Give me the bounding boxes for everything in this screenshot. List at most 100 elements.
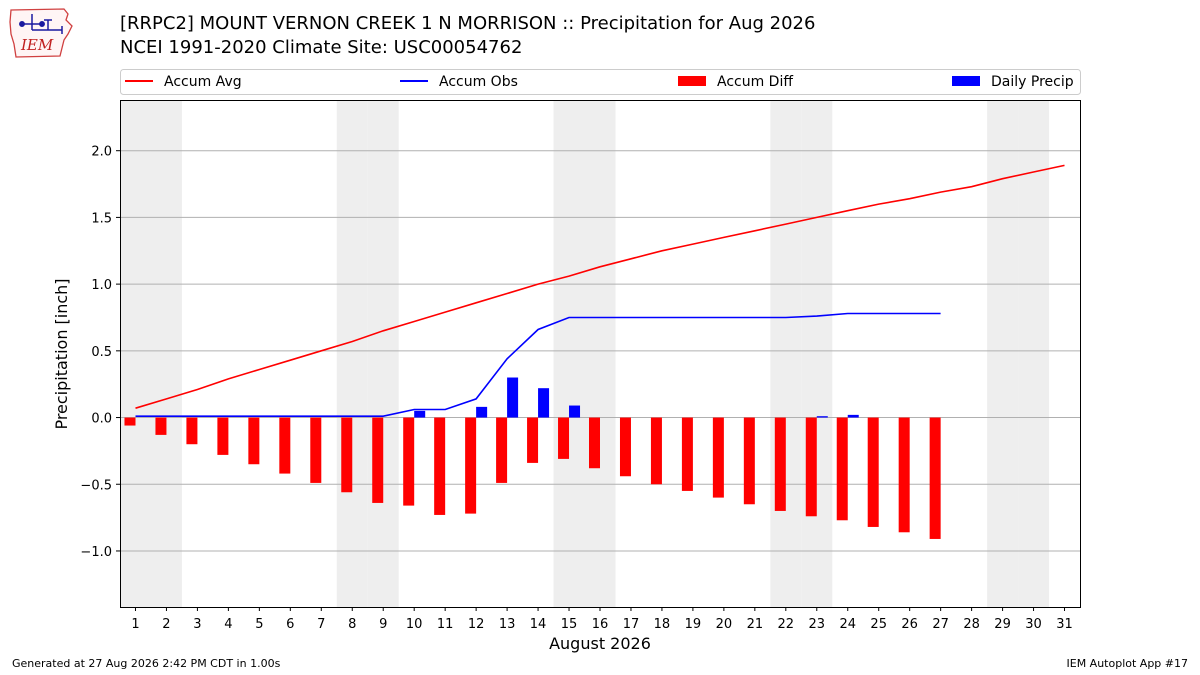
y-tick-label: 1.0 (91, 278, 112, 293)
accum-diff-bar (217, 417, 229, 455)
y-tick-label: 0.5 (91, 345, 112, 360)
weekend-band (367, 100, 399, 607)
accum-diff-bar (619, 417, 631, 477)
x-tick-label: 24 (839, 617, 856, 632)
x-tick-label: 26 (901, 617, 918, 632)
y-tick-label: −1.0 (80, 545, 112, 560)
x-tick-label: 11 (437, 617, 454, 632)
accum-diff-bar (836, 417, 848, 521)
y-tick-label: −0.5 (80, 478, 112, 493)
x-tick-label: 27 (932, 617, 949, 632)
legend-swatch (952, 76, 980, 86)
x-tick-label: 9 (379, 617, 387, 632)
accum-diff-bar (496, 417, 508, 483)
x-tick-label: 29 (994, 617, 1011, 632)
accum-diff-bar (403, 417, 415, 506)
accum-diff-bar (465, 417, 477, 514)
daily-precip-bar (569, 405, 581, 418)
weather-station-icon (19, 14, 63, 34)
x-tick-label: 3 (193, 617, 201, 632)
accum-avg-line (135, 164, 1065, 409)
accum-diff-bar (341, 417, 353, 493)
y-tick-label: 2.0 (91, 145, 112, 160)
x-tick-label: 15 (561, 617, 578, 632)
y-tick-label: 0.0 (91, 412, 112, 427)
weekend-shading (120, 100, 1050, 607)
x-tick-label: 22 (778, 617, 795, 632)
weekend-band (770, 100, 802, 607)
series-lines (135, 164, 1065, 418)
accum-diff-bar (155, 417, 167, 435)
accum-diff-bar (774, 417, 786, 511)
daily-precip-bar (414, 410, 426, 418)
x-tick-label: 13 (499, 617, 516, 632)
accum-diff-bar (186, 417, 198, 445)
weekend-band (120, 100, 151, 607)
x-tick-label: 25 (870, 617, 887, 632)
accum-diff-bar (898, 417, 910, 533)
bars (124, 377, 941, 539)
y-tick-label: 1.5 (91, 211, 112, 226)
x-tick-label: 16 (592, 617, 609, 632)
x-tick-label: 2 (162, 617, 170, 632)
accum-diff-bar (527, 417, 539, 463)
x-tick-label: 19 (685, 617, 702, 632)
chart-title: [RRPC2] MOUNT VERNON CREEK 1 N MORRISON … (120, 13, 816, 34)
axes: −1.0−0.50.00.51.01.52.01 2 3 4 5 6 7 8 9 10 11 12 13… (80, 145, 1072, 632)
x-tick-label: 31 (1056, 617, 1073, 632)
x-tick-label: 20 (716, 617, 733, 632)
accum-diff-bar (805, 417, 817, 517)
weekend-band (801, 100, 833, 607)
legend-box (120, 69, 1081, 95)
x-tick-label: 14 (530, 617, 547, 632)
accum-diff-bar (867, 417, 879, 527)
accum-diff-bar (681, 417, 693, 491)
accum-diff-bar (558, 417, 570, 459)
accum-diff-bar (310, 417, 322, 483)
legend-label: Accum Avg (164, 74, 242, 90)
x-tick-label: 7 (317, 617, 325, 632)
daily-precip-bar (476, 406, 488, 418)
iem-logo: IEM (9, 8, 73, 58)
accum-diff-bar (743, 417, 755, 505)
x-tick-label: 23 (809, 617, 826, 632)
x-tick-label: 4 (224, 617, 232, 632)
weekend-band (150, 100, 182, 607)
x-tick-label: 6 (286, 617, 294, 632)
legend-label: Accum Diff (717, 74, 793, 90)
weekend-band (1018, 100, 1050, 607)
accum-obs-line (135, 312, 941, 418)
x-axis-label: August 2026 (549, 634, 651, 653)
app-credit: IEM Autoplot App #17 (1066, 657, 1189, 670)
accum-diff-bar (372, 417, 384, 503)
accum-diff-bar (124, 417, 136, 426)
x-tick-label: 12 (468, 617, 485, 632)
x-tick-label: 10 (406, 617, 423, 632)
x-tick-label: 30 (1025, 617, 1042, 632)
daily-precip-bar (538, 388, 550, 418)
chart-subtitle: NCEI 1991-2020 Climate Site: USC00054762 (120, 37, 523, 58)
legend-swatch (678, 76, 706, 86)
accum-diff-bar (248, 417, 260, 465)
accum-diff-bar (650, 417, 662, 485)
x-tick-label: 5 (255, 617, 263, 632)
weekend-band (987, 100, 1019, 607)
daily-precip-bar (847, 414, 859, 418)
legend-label: Accum Obs (439, 74, 518, 90)
accum-diff-bar (434, 417, 446, 515)
accum-diff-bar (279, 417, 291, 474)
weekend-band (553, 100, 585, 607)
x-tick-label: 1 (131, 617, 139, 632)
weekend-band (584, 100, 616, 607)
daily-precip-bar (507, 377, 519, 418)
x-tick-label: 8 (348, 617, 356, 632)
accum-diff-bar (929, 417, 941, 539)
x-tick-label: 28 (963, 617, 980, 632)
generated-timestamp: Generated at 27 Aug 2026 2:42 PM CDT in … (12, 657, 281, 670)
accum-diff-bar (589, 417, 600, 469)
x-tick-label: 21 (747, 617, 764, 632)
x-tick-label: 17 (623, 617, 640, 632)
x-tick-label: 18 (654, 617, 671, 632)
legend-label: Daily Precip (991, 74, 1074, 90)
